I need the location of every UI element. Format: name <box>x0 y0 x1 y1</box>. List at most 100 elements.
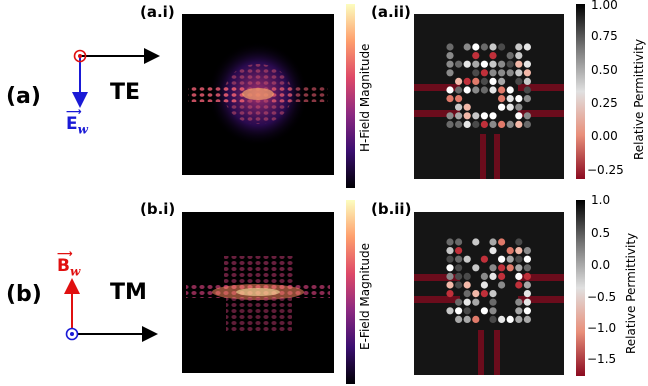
permittivity-dot <box>498 238 506 246</box>
permittivity-dot <box>480 255 488 263</box>
permittivity-dot <box>455 298 463 306</box>
perm-tick: 0.00 <box>591 129 618 143</box>
permittivity-dot <box>472 290 480 298</box>
permittivity-dot <box>472 60 480 68</box>
permittivity-dot <box>515 103 523 111</box>
mode-label-te: TE <box>110 80 141 105</box>
permittivity-dot <box>523 86 531 94</box>
permittivity-dot <box>523 315 531 323</box>
permittivity-dot <box>463 298 471 306</box>
permittivity-dot <box>463 43 471 51</box>
permittivity-dot <box>515 247 523 255</box>
perm-tick: 0.25 <box>591 96 618 110</box>
permittivity-dot <box>523 307 531 315</box>
permittivity-dot <box>523 264 531 272</box>
permittivity-dot <box>446 247 454 255</box>
permittivity-dot <box>515 272 523 280</box>
permittivity-dot <box>455 103 463 111</box>
field-colorbar-label-b: E-Field Magnitude <box>358 243 372 350</box>
permittivity-dot <box>455 247 463 255</box>
permittivity-dot <box>480 112 488 120</box>
permittivity-dot <box>489 298 497 306</box>
permittivity-dot <box>480 307 488 315</box>
permittivity-dot <box>480 272 488 280</box>
permittivity-dot <box>463 60 471 68</box>
permittivity-dot <box>455 264 463 272</box>
field-map-b <box>182 212 334 373</box>
permittivity-dot <box>446 264 454 272</box>
row-label-b: (b) <box>6 282 42 307</box>
permittivity-dot <box>506 86 514 94</box>
permittivity-dot <box>463 290 471 298</box>
permittivity-dot <box>523 77 531 85</box>
permittivity-dot <box>472 52 480 60</box>
permittivity-dot <box>489 112 497 120</box>
perm-colorbar-label-a: Relative Permittivity <box>632 38 646 160</box>
vector-label-e: ⟶ Ew <box>66 105 88 137</box>
permittivity-dot <box>523 298 531 306</box>
permittivity-dot <box>446 43 454 51</box>
permittivity-dot <box>480 120 488 128</box>
permittivity-dot <box>515 60 523 68</box>
permittivity-dot <box>506 247 514 255</box>
panel-label-b-ii: (b.ii) <box>371 200 412 218</box>
perm-colorbar-label-b: Relative Permittivity <box>624 232 638 354</box>
permittivity-map-b <box>414 212 564 375</box>
panel-label-a-ii: (a.ii) <box>371 3 411 21</box>
permittivity-dot <box>498 120 506 128</box>
permittivity-dot <box>489 247 497 255</box>
axes-diagram-b <box>64 278 158 342</box>
permittivity-dot <box>515 112 523 120</box>
field-map-a <box>182 14 334 175</box>
permittivity-dot <box>523 60 531 68</box>
permittivity-dot <box>455 86 463 94</box>
panel-label-a-i: (a.i) <box>140 3 175 21</box>
permittivity-dot <box>463 103 471 111</box>
permittivity-dot <box>515 255 523 263</box>
permittivity-dot <box>463 120 471 128</box>
permittivity-dot <box>446 60 454 68</box>
permittivity-dot <box>480 60 488 68</box>
permittivity-dot <box>523 290 531 298</box>
perm-tick: 0.75 <box>591 29 618 43</box>
permittivity-dot <box>446 69 454 77</box>
perm-tick: 0.50 <box>591 63 618 77</box>
permittivity-dot <box>523 43 531 51</box>
permittivity-dot <box>489 238 497 246</box>
permittivity-dot <box>480 77 488 85</box>
permittivity-dot <box>446 307 454 315</box>
permittivity-dot <box>515 307 523 315</box>
permittivity-dot <box>472 238 480 246</box>
permittivity-dot <box>472 298 480 306</box>
permittivity-dot <box>489 272 497 280</box>
perm-colorbar-a <box>576 4 585 179</box>
mode-label-tm: TM <box>110 280 147 305</box>
permittivity-dot <box>523 95 531 103</box>
permittivity-dot <box>455 272 463 280</box>
permittivity-map-a <box>414 14 564 179</box>
permittivity-dot <box>498 264 506 272</box>
permittivity-dot <box>455 255 463 263</box>
permittivity-dot <box>480 43 488 51</box>
permittivity-dot <box>498 272 506 280</box>
permittivity-dot <box>446 86 454 94</box>
permittivity-dot <box>523 69 531 77</box>
row-label-a: (a) <box>6 84 41 109</box>
perm-tick: −0.25 <box>587 163 624 177</box>
permittivity-dot <box>480 86 488 94</box>
vector-label-b: ⟶ Bw <box>57 247 81 279</box>
perm-tick: 0.5 <box>591 226 611 240</box>
perm-tick: 1.00 <box>591 0 618 12</box>
permittivity-dot <box>463 307 471 315</box>
permittivity-dot <box>515 264 523 272</box>
permittivity-dot <box>515 52 523 60</box>
permittivity-dot <box>472 77 480 85</box>
panel-label-b-i: (b.i) <box>140 200 176 218</box>
permittivity-dot <box>455 281 463 289</box>
permittivity-dot <box>498 43 506 51</box>
perm-tick: −0.5 <box>587 290 617 304</box>
permittivity-dot <box>506 103 514 111</box>
perm-tick: 1.0 <box>591 193 611 207</box>
permittivity-dot <box>472 120 480 128</box>
permittivity-dot <box>463 77 471 85</box>
